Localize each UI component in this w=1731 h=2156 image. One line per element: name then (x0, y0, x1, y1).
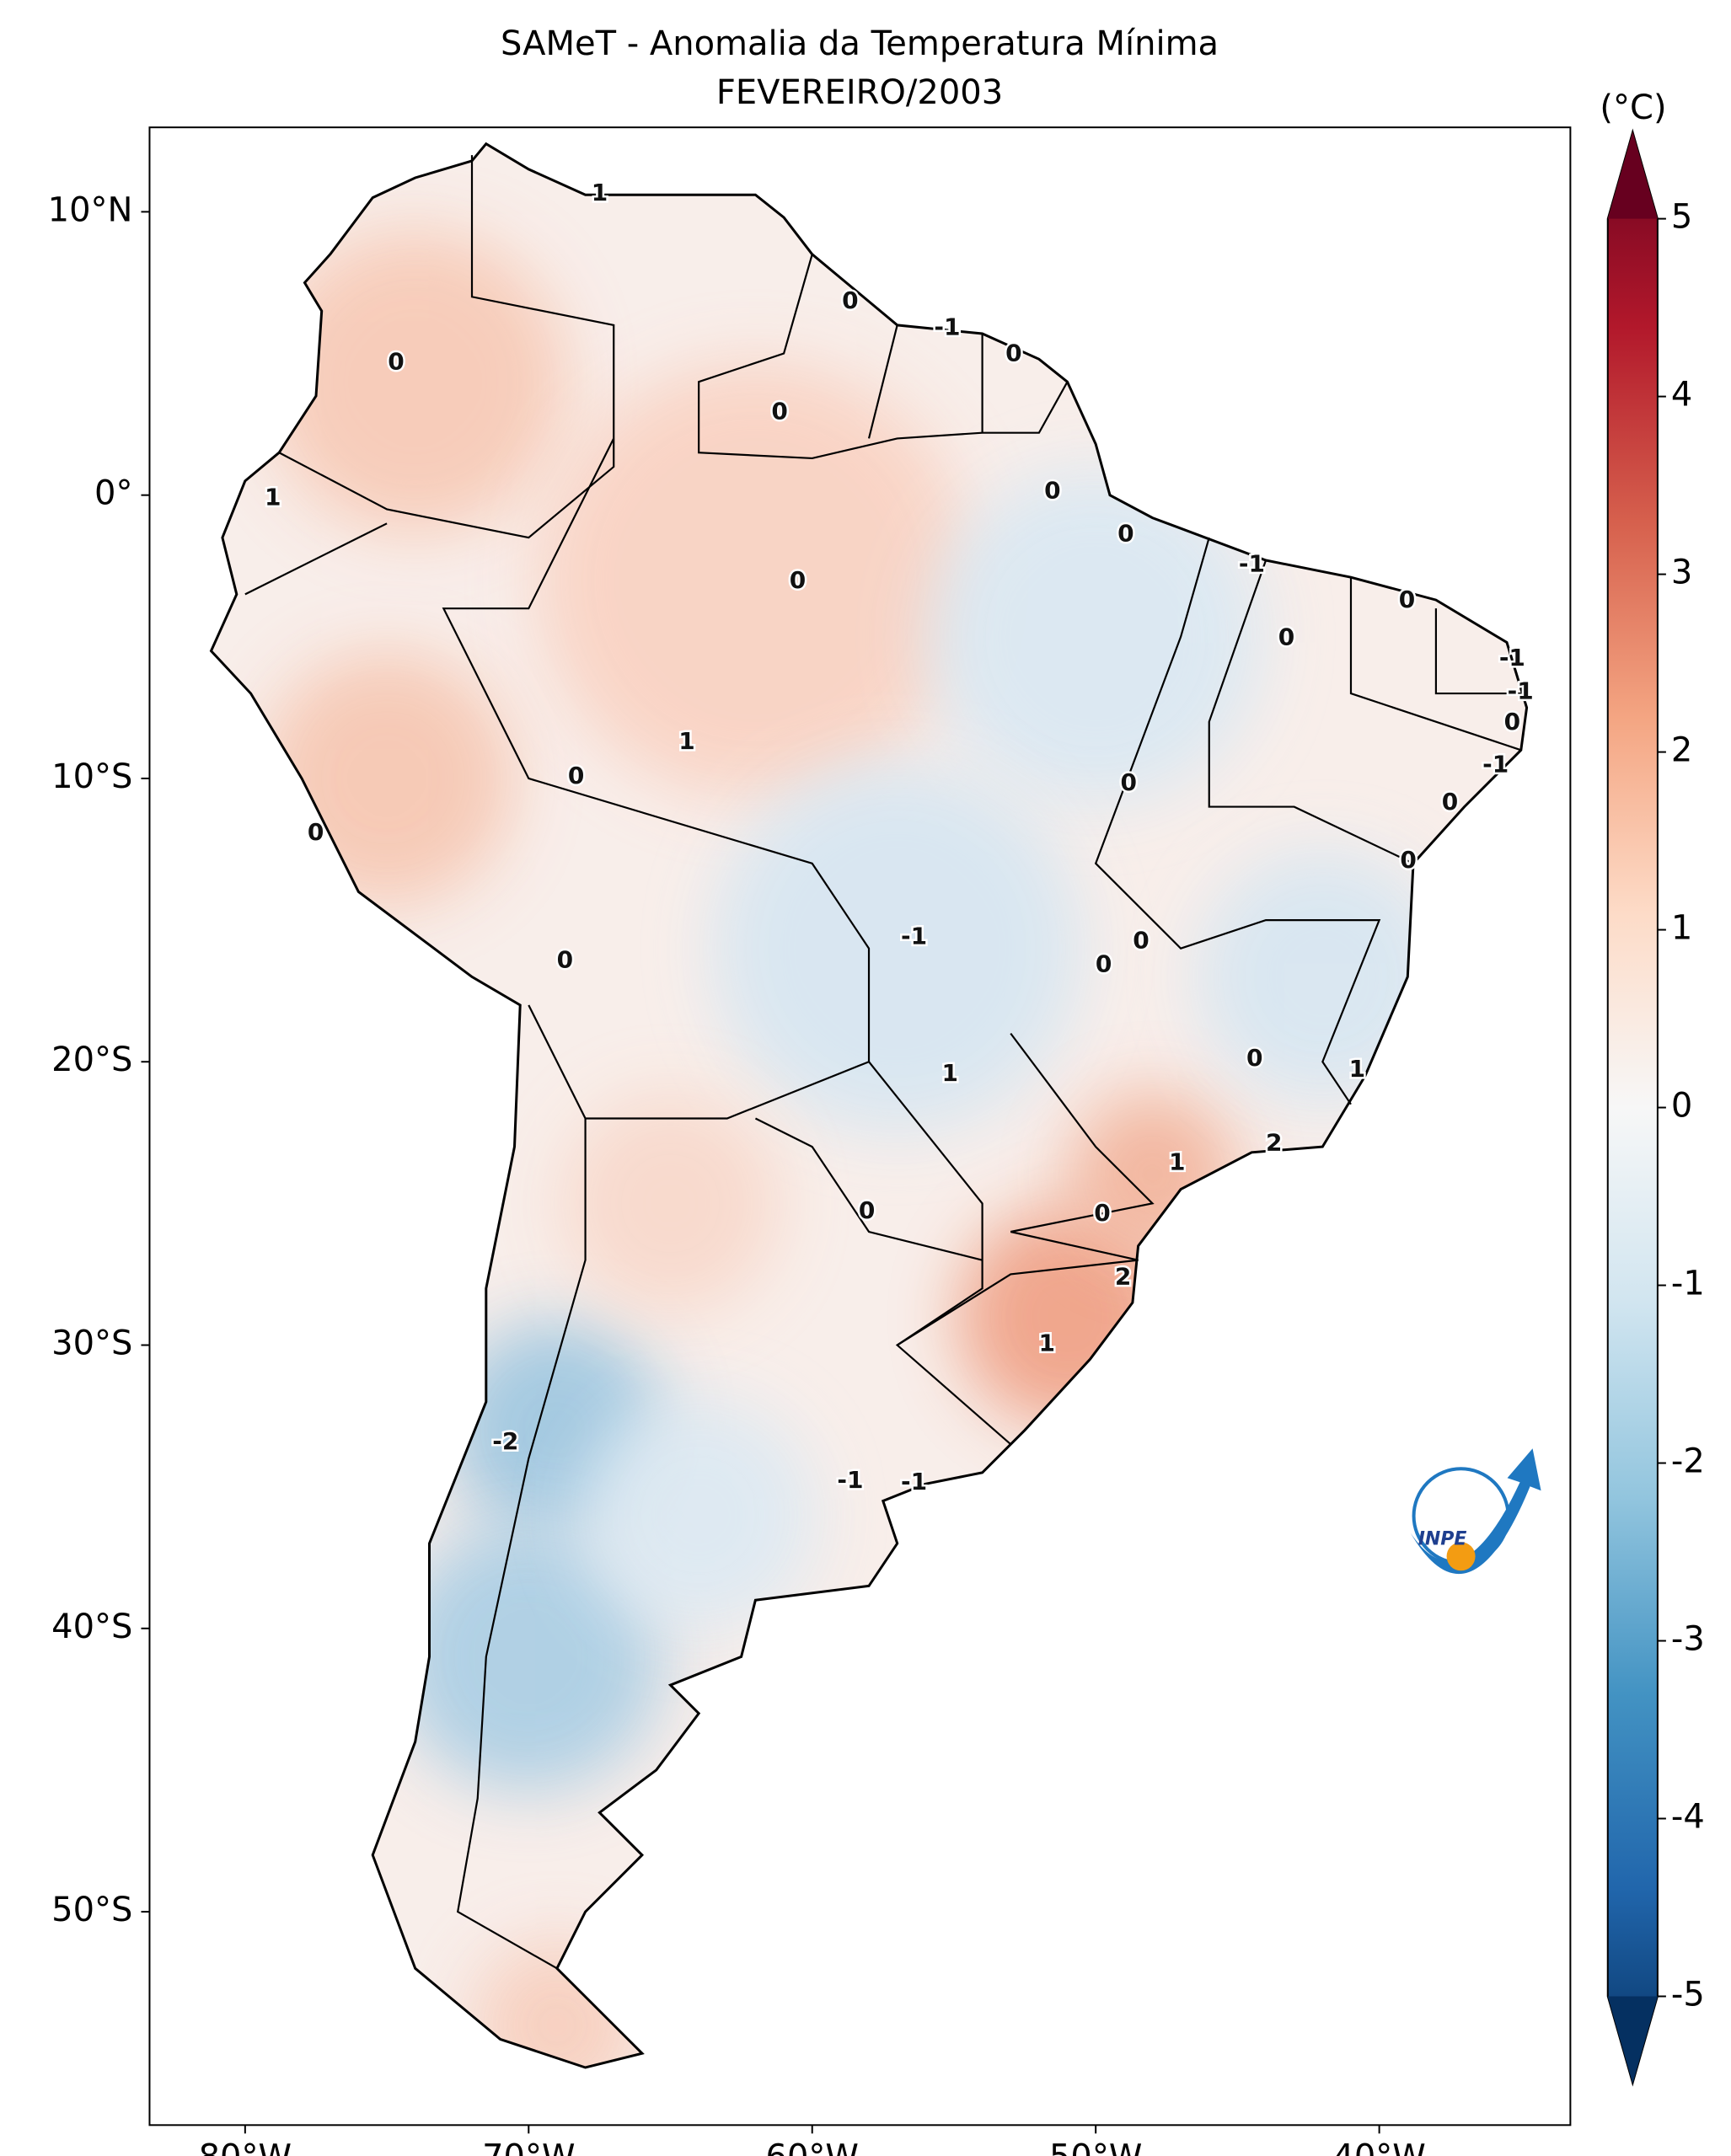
contour-label: 0 (1096, 950, 1112, 977)
contour-label: 0 (771, 398, 787, 425)
colorbar-label: (°C) (1600, 88, 1666, 127)
contour-label: 0 (1442, 788, 1458, 816)
colorbar-tick-label: 1 (1671, 909, 1692, 948)
contour-label: -1 (901, 922, 927, 950)
border (1094, 537, 1381, 1105)
anomaly-blob (581, 1397, 817, 1634)
y-tick-label: 10°N (48, 190, 133, 229)
colorbar (1606, 128, 1659, 2087)
border (442, 437, 1011, 1446)
contour-label: 0 (1246, 1044, 1262, 1072)
border (456, 1118, 587, 1970)
border (754, 1117, 983, 1261)
border (1349, 577, 1522, 752)
logo-text: INPE (1418, 1528, 1467, 1549)
anomaly-blob (536, 361, 975, 800)
contour-label: 0 (1504, 708, 1520, 736)
contour-label: 1 (265, 484, 281, 511)
contour-label: 0 (1400, 846, 1416, 874)
anomaly-blob (394, 1522, 664, 1792)
contour-label: -1 (1508, 677, 1534, 705)
contour-label: 0 (842, 286, 858, 314)
logo-sun (1446, 1542, 1476, 1571)
anomaly-blob (927, 468, 1265, 805)
border (278, 155, 615, 539)
border (528, 1004, 870, 1120)
anomaly-blob (260, 651, 514, 905)
anomaly-blob (1068, 1090, 1237, 1260)
y-tick-label: 20°S (51, 1041, 132, 1079)
contour-label: -1 (1482, 751, 1509, 778)
colorbar-tick-label: 0 (1671, 1087, 1692, 1126)
colorbar-tick-label: -2 (1671, 1442, 1705, 1481)
coastline (209, 142, 1529, 2069)
y-tick-label: 40°S (51, 1608, 132, 1646)
colorbar-tick-label: -1 (1671, 1265, 1705, 1303)
border (1208, 559, 1414, 864)
contour-label: 2 (1115, 1263, 1131, 1291)
anomaly-blob (711, 762, 1083, 1134)
border (244, 522, 388, 596)
colorbar-bottom-extend (1607, 1996, 1658, 2084)
y-tick-label: 30°S (51, 1324, 132, 1363)
colorbar-tick-label: -5 (1671, 1975, 1705, 2014)
contour-label: 0 (1094, 1199, 1110, 1227)
colorbar-tick-label: 4 (1671, 376, 1692, 415)
contour-label: -1 (1239, 549, 1265, 577)
colorbar-top-extend (1607, 131, 1658, 219)
border (897, 1032, 1155, 1346)
map-frame (148, 126, 1572, 2127)
colorbar-tick-label: 5 (1671, 198, 1692, 237)
contour-label: -1 (901, 1468, 927, 1495)
border (867, 324, 898, 439)
contour-label: 0 (790, 566, 806, 594)
border (1434, 608, 1521, 695)
contour-label: 1 (1039, 1329, 1055, 1357)
anomaly-blob (263, 230, 567, 534)
contour-label: 0 (1278, 623, 1294, 651)
contour-label: 0 (859, 1196, 875, 1224)
contour-label: -1 (1499, 644, 1525, 671)
contour-label: -2 (492, 1427, 518, 1455)
contour-label: 0 (308, 818, 324, 846)
contour-label: 1 (678, 727, 694, 755)
contour-label: 0 (1120, 768, 1136, 796)
contour-label: -1 (934, 313, 960, 340)
x-tick-label: 70°W (482, 2137, 575, 2156)
contour-label: 0 (1005, 340, 1021, 367)
subtitle: FEVEREIRO/2003 (716, 73, 1003, 112)
contour-label: 0 (388, 348, 404, 376)
contour-label: 1 (592, 179, 608, 206)
contour-label: -1 (837, 1466, 863, 1494)
contour-label: 1 (1349, 1055, 1365, 1083)
colorbar-tick-label: 2 (1671, 731, 1692, 770)
contour-label: 0 (1044, 476, 1060, 504)
x-tick-label: 60°W (766, 2137, 859, 2156)
x-tick-label: 40°W (1332, 2137, 1425, 2156)
y-tick-label: 50°S (51, 1891, 132, 1929)
y-tick-label: 10°S (51, 757, 132, 796)
title: SAMeT - Anomalia da Temperatura Mínima (501, 24, 1219, 63)
border (698, 254, 1069, 460)
contour-label: 1 (941, 1059, 957, 1087)
colorbar-tick-label: 3 (1671, 554, 1692, 592)
contour-label: 0 (568, 762, 584, 789)
contour-label: 2 (1266, 1128, 1282, 1156)
logo-arrow (1410, 1448, 1541, 1575)
x-tick-label: 80°W (199, 2137, 292, 2156)
contour-label: 1 (1169, 1148, 1185, 1175)
colorbar-tick-label: -3 (1671, 1620, 1705, 1659)
contour-label: 0 (1399, 586, 1415, 613)
contour-label: 0 (557, 945, 573, 973)
x-tick-label: 50°W (1049, 2137, 1142, 2156)
contour-label: 0 (1133, 926, 1149, 954)
anomaly-blob (560, 1094, 780, 1313)
contour-label: 0 (1117, 519, 1133, 547)
y-tick-label: 0° (94, 474, 132, 513)
colorbar-tick-label: -4 (1671, 1798, 1705, 1837)
